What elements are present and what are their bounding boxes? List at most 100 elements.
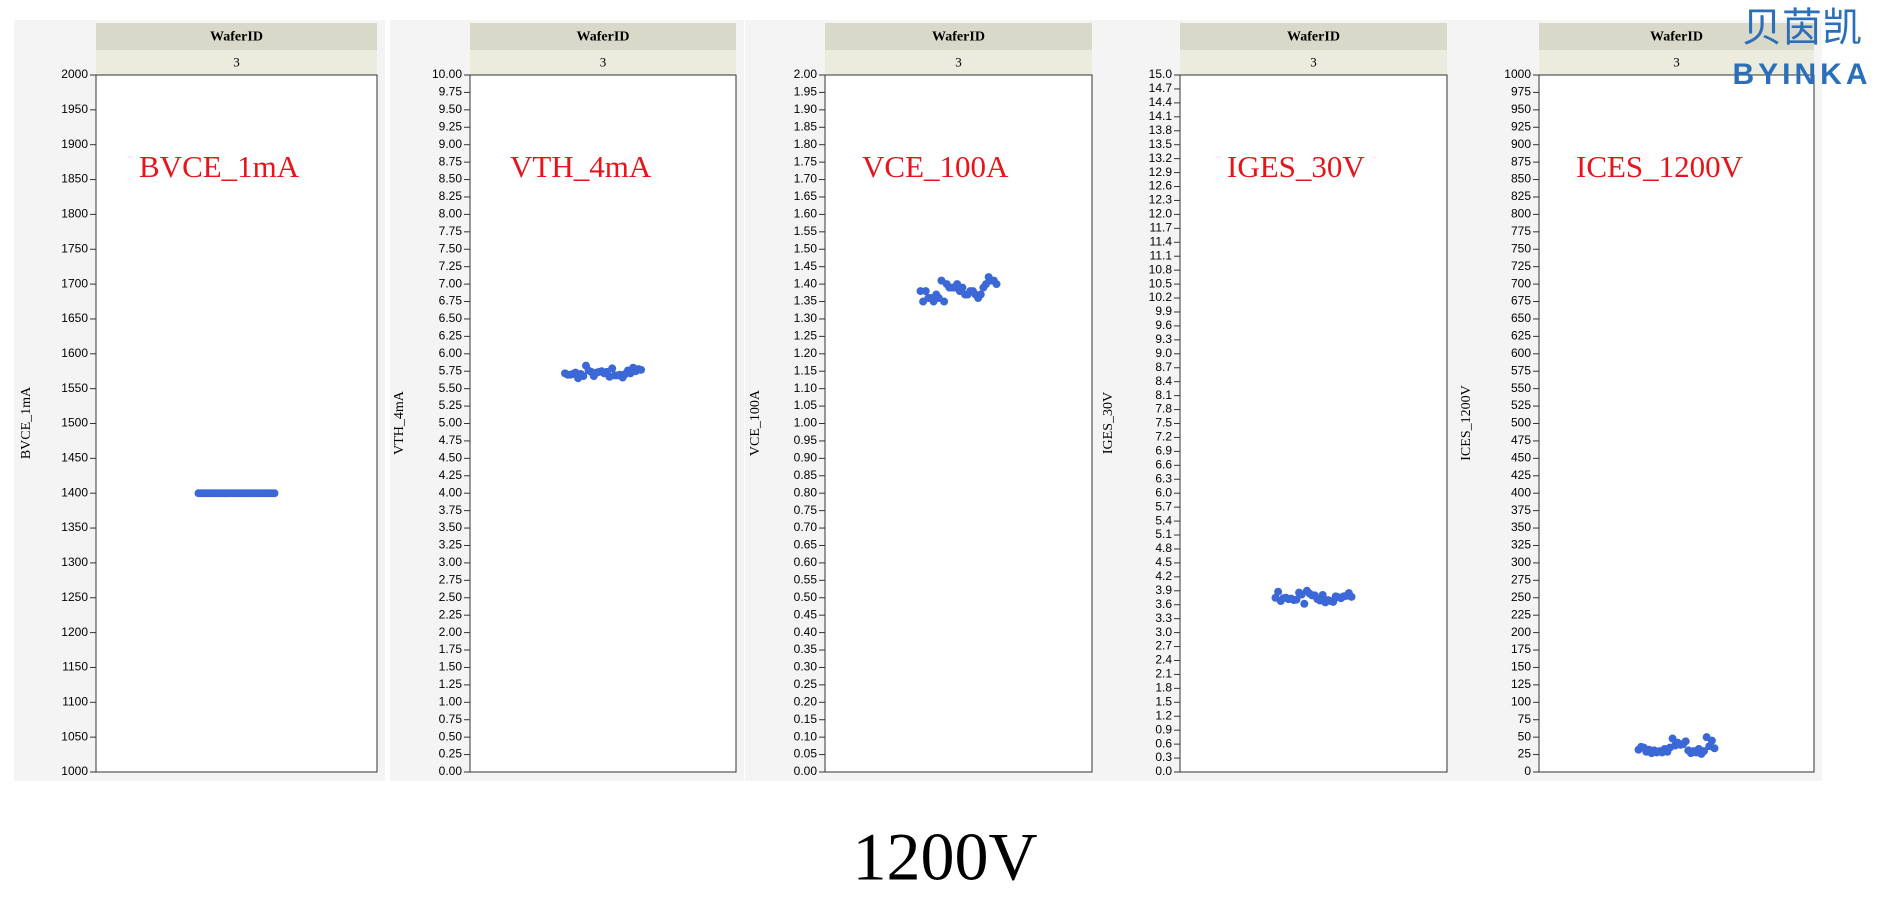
y-tick-label: 6.00 bbox=[439, 346, 463, 360]
header-row bbox=[1539, 23, 1814, 50]
y-tick-label: 725 bbox=[1511, 259, 1531, 273]
y-tick-label: 0.10 bbox=[794, 729, 818, 743]
y-tick-label: 1850 bbox=[61, 172, 88, 186]
plot-area bbox=[1538, 74, 1815, 773]
y-tick-label: 2.25 bbox=[439, 607, 463, 621]
data-point bbox=[1639, 743, 1648, 752]
y-tick-label: 11.4 bbox=[1150, 234, 1173, 248]
logo-cn: 贝茵凯 bbox=[1742, 5, 1862, 51]
y-tick-label: 400 bbox=[1511, 485, 1531, 499]
data-point bbox=[1274, 587, 1283, 596]
data-point bbox=[926, 294, 935, 303]
y-tick-label: 975 bbox=[1511, 85, 1531, 99]
y-axis-label: ICES_1200V bbox=[1459, 385, 1474, 460]
y-tick-label: 9.75 bbox=[439, 85, 463, 99]
y-tick-label: 1.8 bbox=[1155, 681, 1172, 695]
y-tick-label: 4.2 bbox=[1155, 569, 1172, 583]
annotation: ICES_1200V bbox=[1576, 149, 1744, 184]
data-point bbox=[1702, 733, 1711, 742]
data-point bbox=[1295, 588, 1304, 597]
header-label: WaferID bbox=[577, 30, 630, 45]
y-tick-label: 14.1 bbox=[1149, 109, 1173, 123]
y-tick-label: 10.8 bbox=[1149, 262, 1173, 276]
y-tick-label: 275 bbox=[1511, 572, 1531, 586]
y-tick-label: 9.3 bbox=[1155, 332, 1172, 346]
y-tick-label: 10.5 bbox=[1149, 276, 1173, 290]
y-tick-label: 850 bbox=[1511, 172, 1531, 186]
category-row bbox=[1180, 50, 1447, 75]
y-tick-label: 0.25 bbox=[794, 677, 818, 691]
data-point bbox=[218, 489, 227, 498]
y-tick-label: 150 bbox=[1511, 660, 1531, 674]
y-tick-label: 3.9 bbox=[1155, 583, 1172, 597]
y-tick-label: 0.15 bbox=[794, 712, 818, 726]
y-tick-label: 700 bbox=[1511, 276, 1531, 290]
header-row bbox=[470, 23, 736, 50]
y-tick-label: 650 bbox=[1511, 311, 1531, 325]
y-tick-label: 775 bbox=[1511, 224, 1531, 238]
y-tick-label: 1.70 bbox=[794, 172, 818, 186]
y-tick-label: 25 bbox=[1518, 747, 1532, 761]
y-tick-label: 15.0 bbox=[1149, 67, 1173, 81]
y-tick-label: 9.50 bbox=[439, 102, 463, 116]
category-row bbox=[470, 50, 736, 75]
y-tick-label: 4.00 bbox=[439, 485, 463, 499]
y-tick-label: 0.3 bbox=[1155, 750, 1172, 764]
y-tick-label: 7.00 bbox=[439, 276, 463, 290]
y-tick-label: 1700 bbox=[61, 276, 88, 290]
annotation: BVCE_1mA bbox=[139, 149, 300, 184]
data-point bbox=[1676, 740, 1685, 749]
y-tick-label: 1600 bbox=[61, 346, 88, 360]
y-tick-label: 1.60 bbox=[794, 207, 818, 221]
y-tick-label: 1.65 bbox=[794, 189, 818, 203]
y-tick-label: 1000 bbox=[1504, 67, 1531, 81]
y-tick-label: 0.60 bbox=[794, 555, 818, 569]
footer-title: 1200V bbox=[852, 819, 1037, 895]
y-tick-label: 1900 bbox=[61, 137, 88, 151]
y-tick-label: 1350 bbox=[61, 520, 88, 534]
y-tick-label: 1050 bbox=[61, 729, 88, 743]
y-tick-label: 5.7 bbox=[1155, 499, 1172, 513]
annotation: VCE_100A bbox=[862, 149, 1009, 184]
y-tick-label: 1.80 bbox=[794, 137, 818, 151]
data-point bbox=[602, 367, 611, 376]
y-tick-label: 900 bbox=[1511, 137, 1531, 151]
header-label: WaferID bbox=[1650, 30, 1703, 45]
y-tick-label: 6.9 bbox=[1155, 444, 1172, 458]
header-row bbox=[96, 23, 377, 50]
data-point bbox=[1276, 597, 1285, 606]
y-tick-label: 2.50 bbox=[439, 590, 463, 604]
y-tick-label: 1.30 bbox=[794, 311, 818, 325]
y-tick-label: 5.25 bbox=[439, 398, 463, 412]
logo-en: BYINKA bbox=[1732, 58, 1871, 91]
y-tick-label: 6.0 bbox=[1155, 485, 1172, 499]
y-tick-label: 0.05 bbox=[794, 747, 818, 761]
y-tick-label: 7.50 bbox=[439, 241, 463, 255]
y-tick-label: 0.9 bbox=[1155, 722, 1172, 736]
y-tick-label: 0 bbox=[1524, 764, 1531, 778]
y-tick-label: 4.50 bbox=[439, 451, 463, 465]
data-point bbox=[589, 372, 598, 381]
y-tick-label: 9.0 bbox=[1155, 346, 1172, 360]
y-tick-label: 1.20 bbox=[794, 346, 818, 360]
y-tick-label: 350 bbox=[1511, 520, 1531, 534]
y-tick-label: 225 bbox=[1511, 607, 1531, 621]
y-tick-label: 625 bbox=[1511, 329, 1531, 343]
y-tick-label: 9.6 bbox=[1155, 318, 1172, 332]
data-point bbox=[937, 276, 946, 285]
category-label: 3 bbox=[1673, 54, 1680, 69]
data-point bbox=[1705, 742, 1714, 751]
y-tick-label: 6.75 bbox=[439, 294, 463, 308]
y-tick-label: 8.4 bbox=[1155, 374, 1172, 388]
y-tick-label: 1200 bbox=[61, 625, 88, 639]
y-tick-label: 1.00 bbox=[794, 416, 818, 430]
data-point bbox=[1300, 599, 1309, 608]
y-tick-label: 13.2 bbox=[1149, 151, 1173, 165]
y-tick-label: 1.90 bbox=[794, 102, 818, 116]
category-row bbox=[825, 50, 1092, 75]
y-tick-label: 1000 bbox=[61, 764, 88, 778]
y-tick-label: 2000 bbox=[61, 67, 88, 81]
data-point bbox=[254, 489, 263, 498]
y-tick-label: 9.9 bbox=[1155, 304, 1172, 318]
